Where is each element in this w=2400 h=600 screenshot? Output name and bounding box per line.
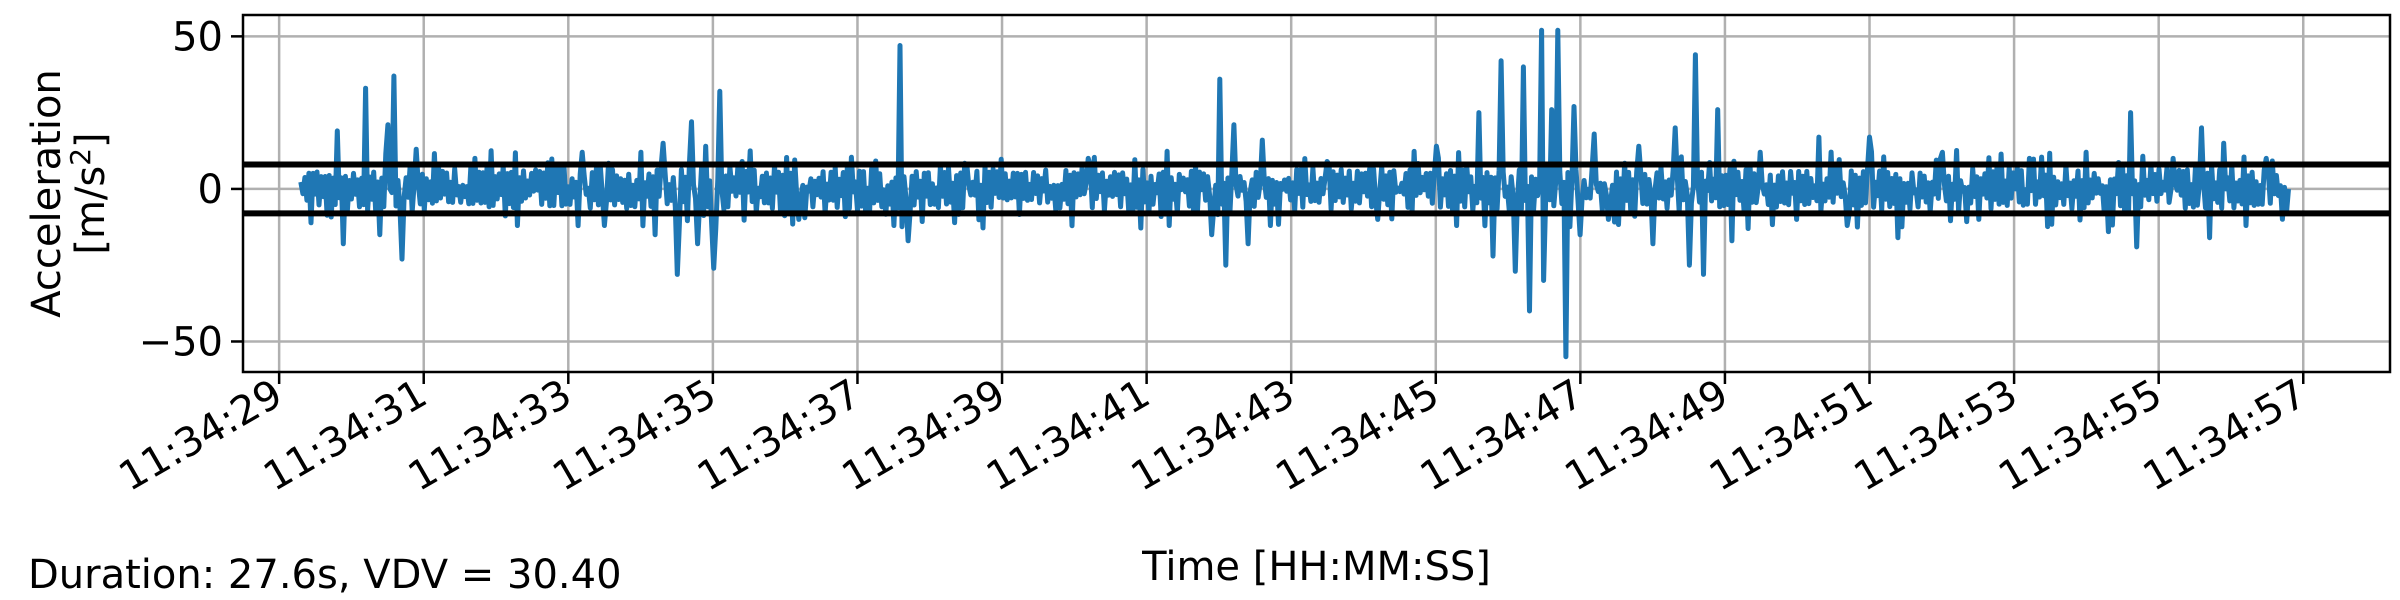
y-axis-title: Acceleration [m/s2] bbox=[24, 69, 114, 318]
y-axis-title-line2: [m/s2] bbox=[64, 132, 114, 254]
x-tick-label: 11:34:49 bbox=[1557, 371, 1736, 501]
y-tick-label: 50 bbox=[172, 14, 223, 60]
duration-vdv-note: Duration: 27.6s, VDV = 30.40 bbox=[28, 552, 622, 598]
x-tick-label: 11:34:37 bbox=[690, 371, 869, 501]
threshold-lines bbox=[243, 161, 2390, 217]
x-tick-label: 11:34:47 bbox=[1413, 371, 1592, 501]
signal-series bbox=[298, 27, 2291, 360]
x-tick-label: 11:34:31 bbox=[256, 371, 435, 501]
y-tick-label: −50 bbox=[139, 319, 223, 365]
plot-frame bbox=[241, 13, 2392, 374]
x-tick-label: 11:34:45 bbox=[1268, 371, 1447, 501]
x-tick-label: 11:34:41 bbox=[979, 371, 1158, 501]
x-tick-label: 11:34:33 bbox=[401, 371, 580, 501]
x-tick-label: 11:34:43 bbox=[1124, 371, 1303, 501]
y-axis-ticks: −50 0 50 bbox=[139, 14, 243, 365]
x-tick-label: 11:34:39 bbox=[834, 371, 1013, 501]
y-axis-unit: [m/s bbox=[68, 166, 114, 255]
x-tick-label: 11:34:29 bbox=[112, 371, 291, 501]
y-tick-label: 0 bbox=[198, 167, 223, 213]
x-tick-label: 11:34:57 bbox=[2136, 371, 2315, 501]
x-axis-ticks: 11:34:2911:34:3111:34:3311:34:3511:34:37… bbox=[112, 371, 2315, 501]
x-tick-label: 11:34:51 bbox=[1702, 371, 1881, 501]
acceleration-line bbox=[298, 27, 2291, 360]
y-axis-unit-end: ] bbox=[68, 132, 114, 148]
x-tick-label: 11:34:53 bbox=[1847, 371, 2026, 501]
x-tick-label: 11:34:35 bbox=[545, 371, 724, 501]
x-tick-label: 11:34:55 bbox=[1991, 371, 2170, 501]
y-axis-title-line1: Acceleration bbox=[24, 69, 70, 318]
y-axis-unit-exponent: 2 bbox=[64, 148, 97, 166]
x-axis-title: Time [HH:MM:SS] bbox=[1141, 544, 1491, 590]
